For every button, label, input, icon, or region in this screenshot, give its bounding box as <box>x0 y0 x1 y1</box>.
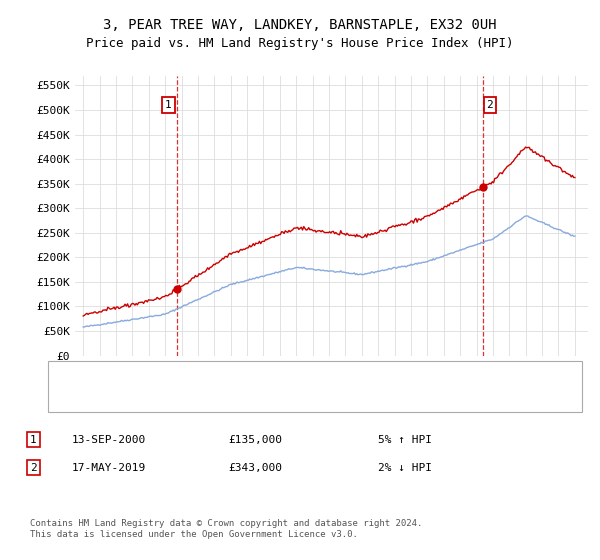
Text: 1: 1 <box>165 100 172 110</box>
Text: 1: 1 <box>30 435 37 445</box>
Text: HPI: Average price, detached house, North Devon: HPI: Average price, detached house, Nort… <box>87 393 381 403</box>
Text: ——: —— <box>60 364 77 377</box>
Text: £343,000: £343,000 <box>228 463 282 473</box>
Text: 2% ↓ HPI: 2% ↓ HPI <box>378 463 432 473</box>
Text: £135,000: £135,000 <box>228 435 282 445</box>
Text: 2: 2 <box>486 100 493 110</box>
Text: 3, PEAR TREE WAY, LANDKEY, BARNSTAPLE, EX32 0UH (detached house): 3, PEAR TREE WAY, LANDKEY, BARNSTAPLE, E… <box>87 366 487 376</box>
Text: 17-MAY-2019: 17-MAY-2019 <box>72 463 146 473</box>
Text: 13-SEP-2000: 13-SEP-2000 <box>72 435 146 445</box>
Text: ——: —— <box>60 391 77 404</box>
Text: 3, PEAR TREE WAY, LANDKEY, BARNSTAPLE, EX32 0UH: 3, PEAR TREE WAY, LANDKEY, BARNSTAPLE, E… <box>103 18 497 32</box>
Text: Contains HM Land Registry data © Crown copyright and database right 2024.
This d: Contains HM Land Registry data © Crown c… <box>30 520 422 539</box>
Text: 2: 2 <box>30 463 37 473</box>
Text: Price paid vs. HM Land Registry's House Price Index (HPI): Price paid vs. HM Land Registry's House … <box>86 37 514 50</box>
Text: 5% ↑ HPI: 5% ↑ HPI <box>378 435 432 445</box>
